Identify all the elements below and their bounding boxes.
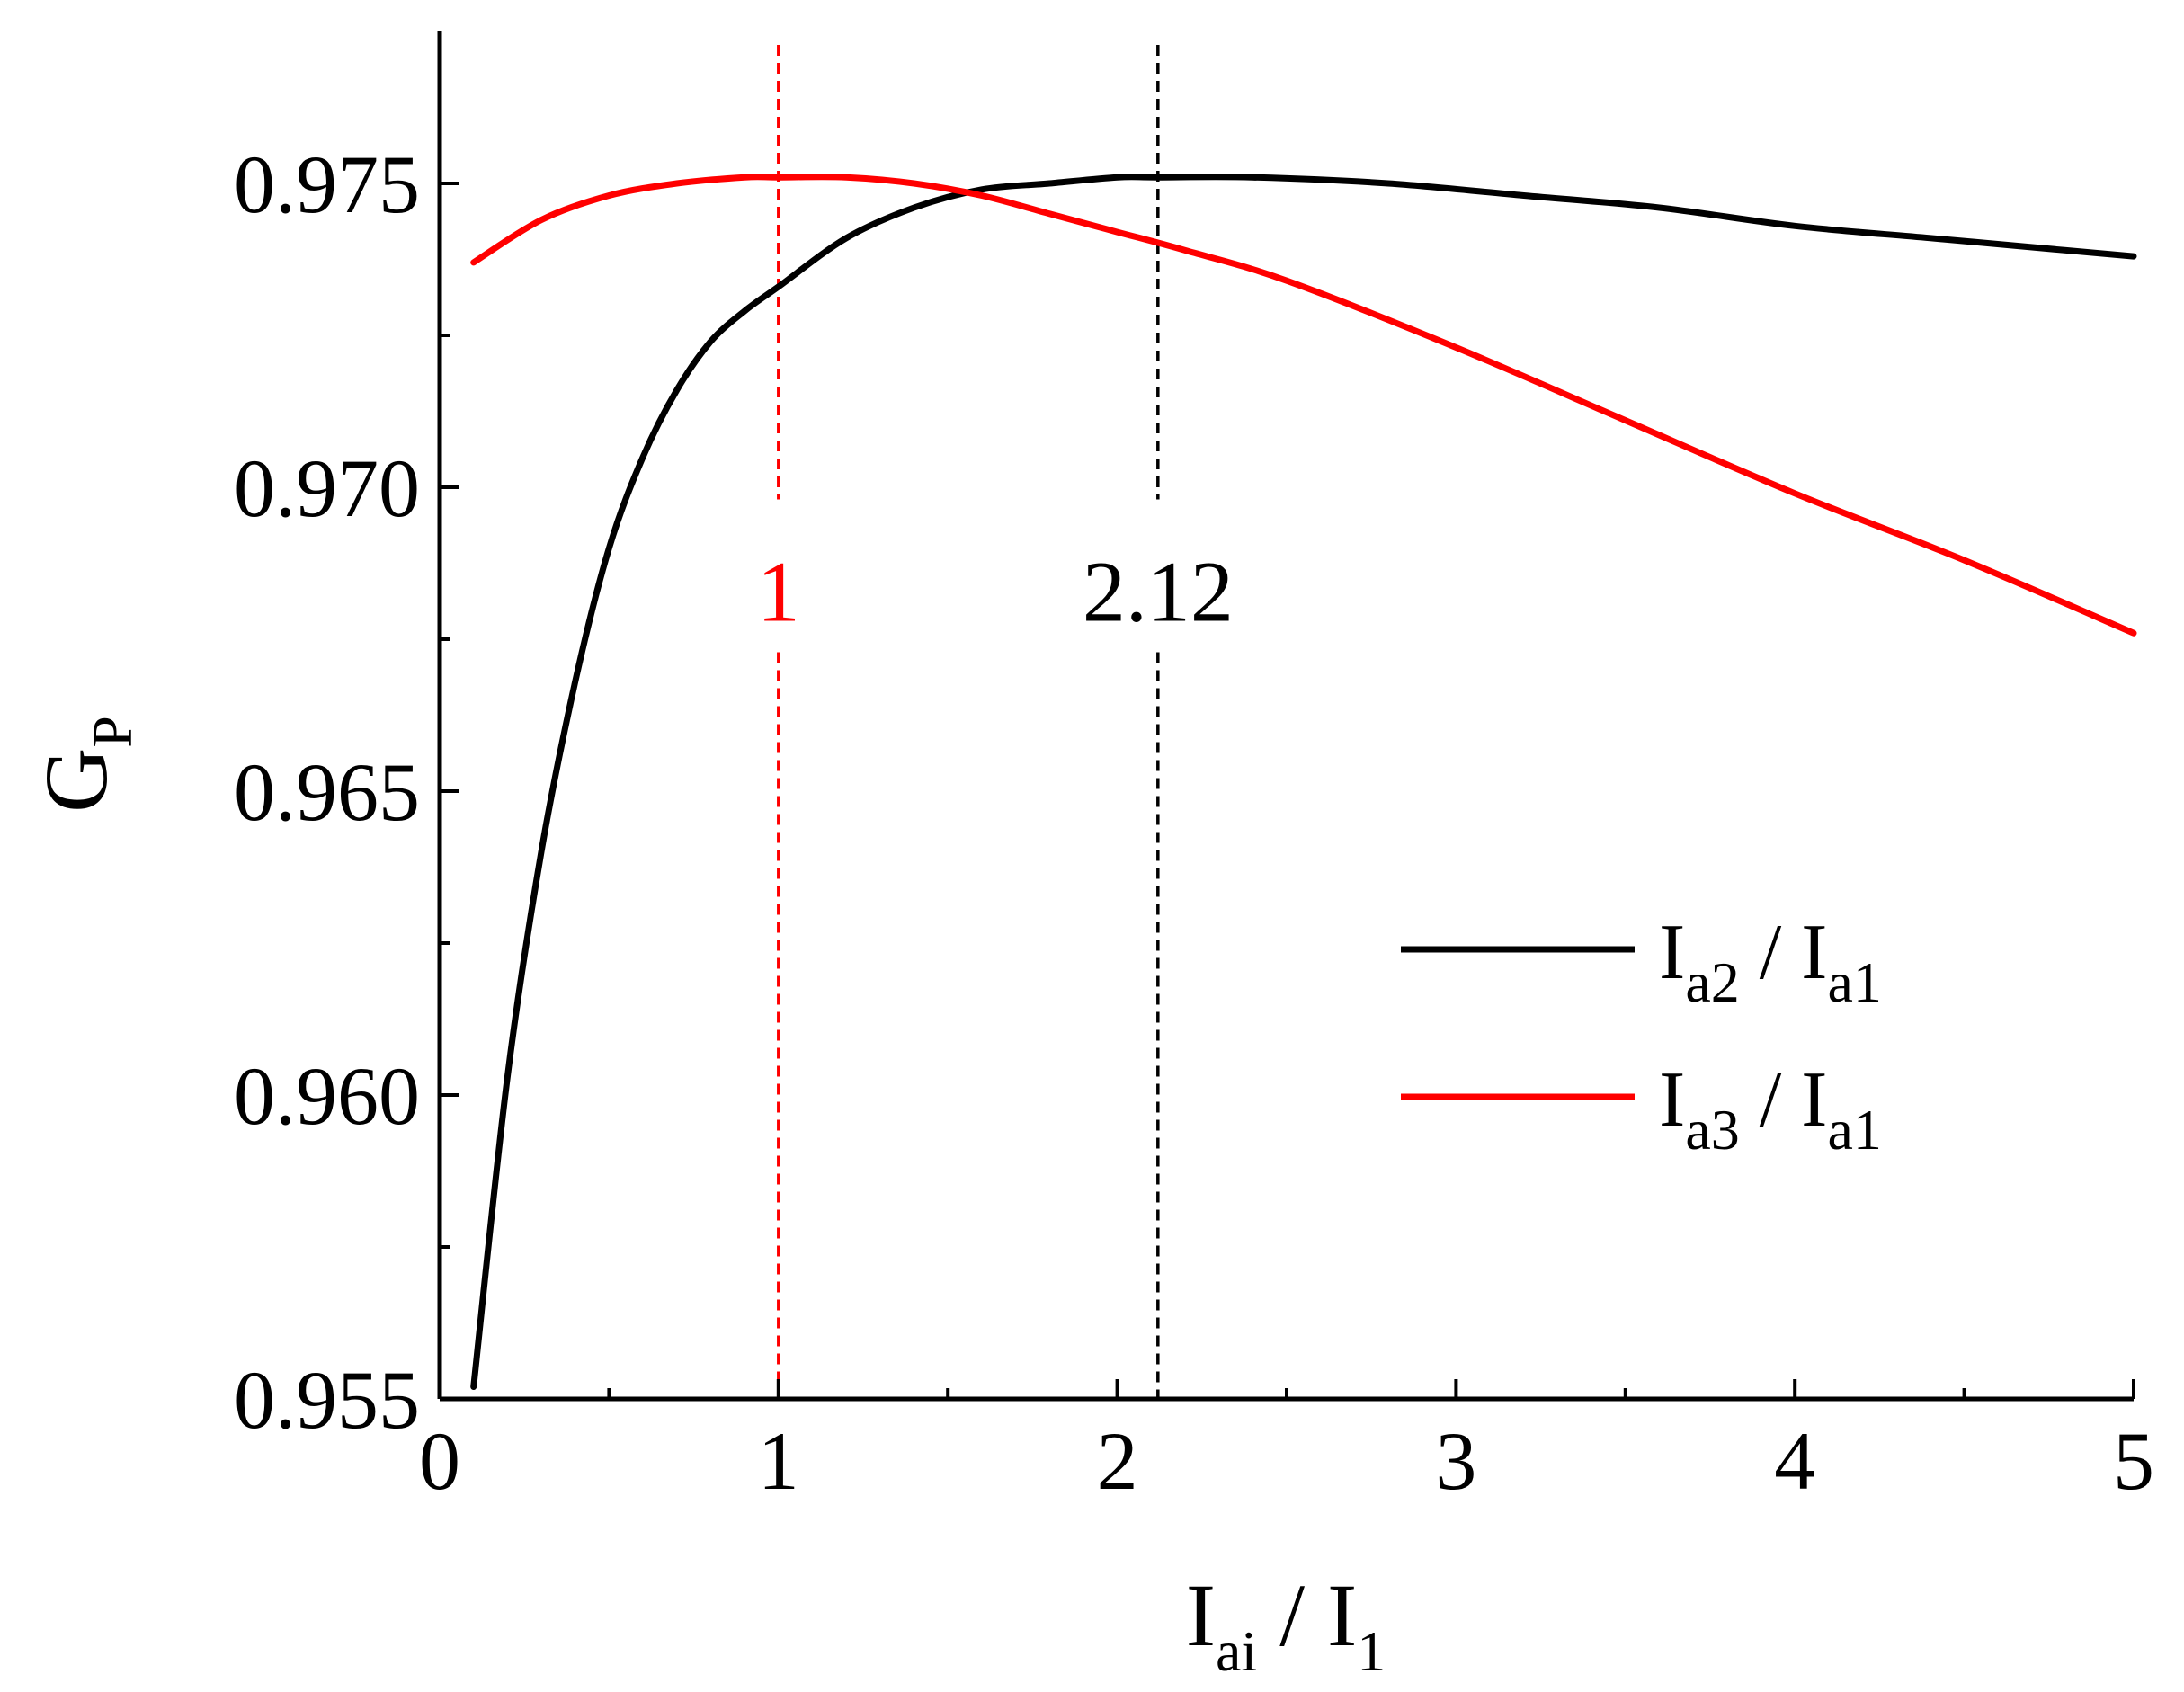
- y-tick-label-3: 0.970: [234, 442, 420, 534]
- y-tick-label-2: 0.965: [234, 746, 420, 838]
- y-tick-label-4: 0.975: [234, 138, 420, 230]
- x-tick-label-2: 2: [1097, 1415, 1138, 1507]
- ticks: 0 1 2 3 4 5 0.955 0.960 0.965 0.970 0.975: [234, 138, 2154, 1507]
- x-tick-label-4: 4: [1774, 1415, 1815, 1507]
- x-tick-label-1: 1: [758, 1415, 799, 1507]
- x-tick-label-5: 5: [2113, 1415, 2154, 1507]
- ref-label-1: 2.12: [1083, 543, 1234, 639]
- y-tick-label-1: 0.960: [234, 1050, 420, 1142]
- x-axis-title: Iai / I1: [1186, 1565, 1386, 1683]
- x-tick-label-0: 0: [419, 1415, 460, 1507]
- x-tick-label-3: 3: [1435, 1415, 1476, 1507]
- reference-lines: 1 2.12: [757, 45, 1234, 1399]
- legend-label-series-1: Ia2 / Ia1: [1659, 909, 1882, 1014]
- series-line-1: [470, 174, 2137, 1390]
- series-group: [470, 174, 2137, 1390]
- y-tick-label-0: 0.955: [234, 1354, 420, 1446]
- y-axis-title: GP: [26, 716, 144, 813]
- series-line-2: [470, 174, 2137, 637]
- ref-label-0: 1: [757, 543, 800, 639]
- legend-label-series-2: Ia3 / Ia1: [1659, 1056, 1882, 1162]
- legend: Ia2 / Ia1 Ia3 / Ia1: [1401, 909, 1882, 1162]
